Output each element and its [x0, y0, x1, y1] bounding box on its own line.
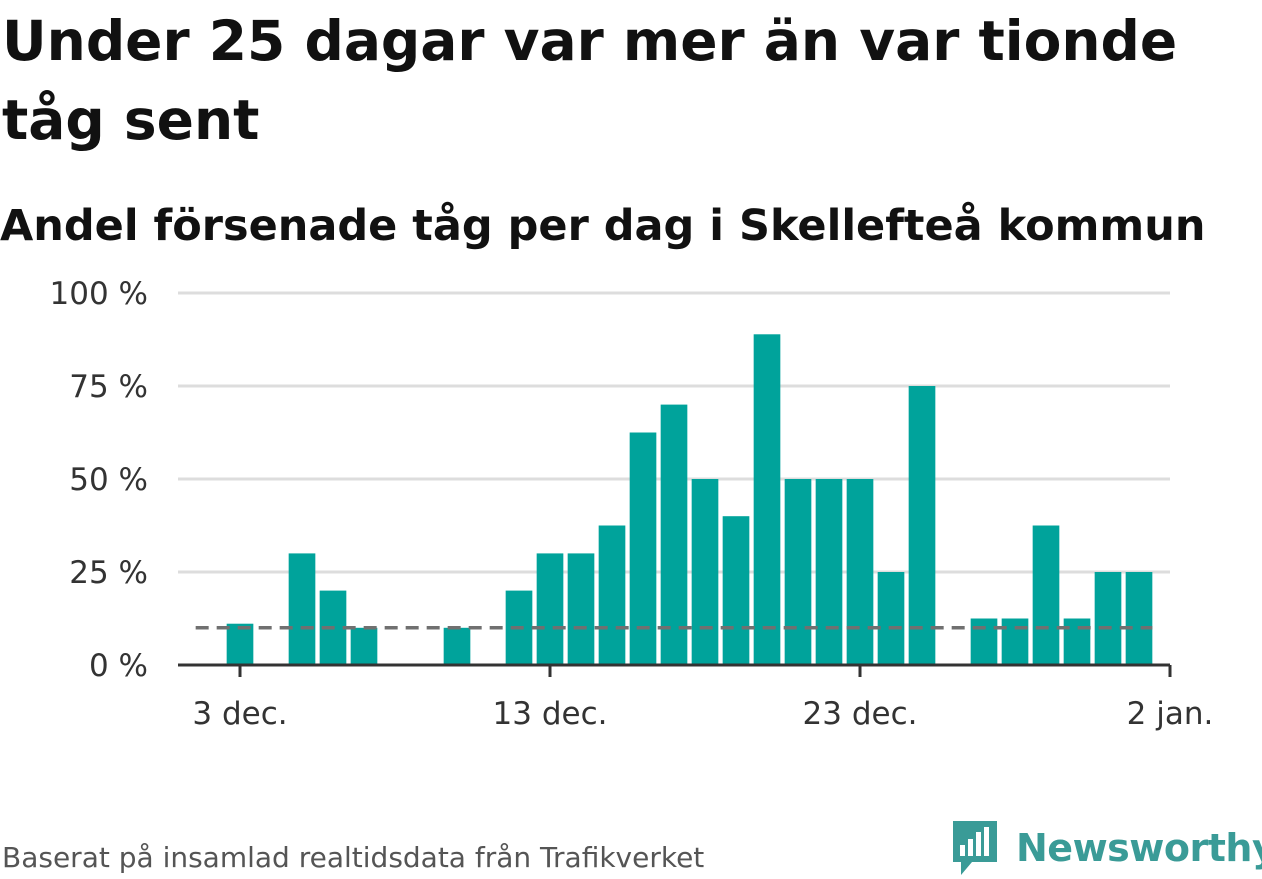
bar: 9 dec.: 10 % — [443, 627, 471, 665]
x-axis-labels: 3 dec. 13 dec. 23 dec. 2 jan. — [192, 696, 1213, 732]
bar: 26 dec.: 12.5 % — [970, 618, 998, 665]
bar: 30 dec.: 25 % — [1094, 572, 1122, 665]
bar: 13 dec.: 30 % — [567, 553, 595, 665]
bar: 4 dec.: 30 % — [288, 553, 316, 665]
y-axis-labels: 0 % 25 % 50 % 75 % 100 % — [50, 276, 148, 684]
x-tick-label: 13 dec. — [493, 696, 608, 732]
bar: 27 dec.: 12.5 % — [1001, 618, 1029, 665]
x-axis — [178, 663, 1172, 677]
newsworthy-logo-text: Newsworthy — [1016, 826, 1262, 870]
chart-title: Under 25 dagar var mer än var tionde tåg… — [2, 9, 1178, 152]
source-note: Baserat på insamlad realtidsdata från Tr… — [2, 841, 705, 874]
y-tick-label: 75 % — [69, 369, 148, 405]
bar: 24 dec.: 75 % — [908, 386, 936, 665]
newsworthy-logo[interactable]: Newsworthy — [950, 818, 1262, 878]
bar: 6 dec.: 10 % — [350, 627, 378, 665]
newsworthy-logo-icon — [953, 821, 997, 875]
x-tick-label: 3 dec. — [192, 696, 287, 732]
bars: 2 dec.: 11.1 %4 dec.: 30 %5 dec.: 20 %6 … — [226, 334, 1153, 665]
bar: 29 dec.: 12.5 % — [1063, 618, 1091, 665]
bar: 17 dec.: 50 % — [691, 479, 719, 665]
bar: 21 dec.: 50 % — [815, 479, 843, 665]
x-tick-label: 23 dec. — [803, 696, 918, 732]
bar: 22 dec.: 50 % — [846, 479, 874, 665]
bar: 28 dec.: 37.5 % — [1032, 525, 1060, 665]
bar: 16 dec.: 70 % — [660, 404, 688, 665]
bar: 15 dec.: 62.5 % — [629, 432, 657, 665]
bar: 20 dec.: 50 % — [784, 479, 812, 665]
bar: 23 dec.: 25 % — [877, 572, 905, 665]
chart-subtitle: Andel försenade tåg per dag i Skellefteå… — [0, 201, 1206, 251]
x-tick-label: 2 jan. — [1127, 696, 1214, 732]
bar: 18 dec.: 40 % — [722, 516, 750, 665]
y-tick-label: 50 % — [69, 462, 148, 498]
bar: 14 dec.: 37.5 % — [598, 525, 626, 665]
bar: 19 dec.: 88.9 % — [753, 334, 781, 665]
y-tick-label: 25 % — [69, 555, 148, 591]
y-tick-label: 0 % — [89, 648, 148, 684]
bar: 12 dec.: 30 % — [536, 553, 564, 665]
y-tick-label: 100 % — [50, 276, 148, 312]
bar: 2 dec.: 11.1 % — [226, 623, 254, 665]
bar: 31 dec.: 25 % — [1125, 572, 1153, 665]
gridlines — [178, 291, 1170, 574]
